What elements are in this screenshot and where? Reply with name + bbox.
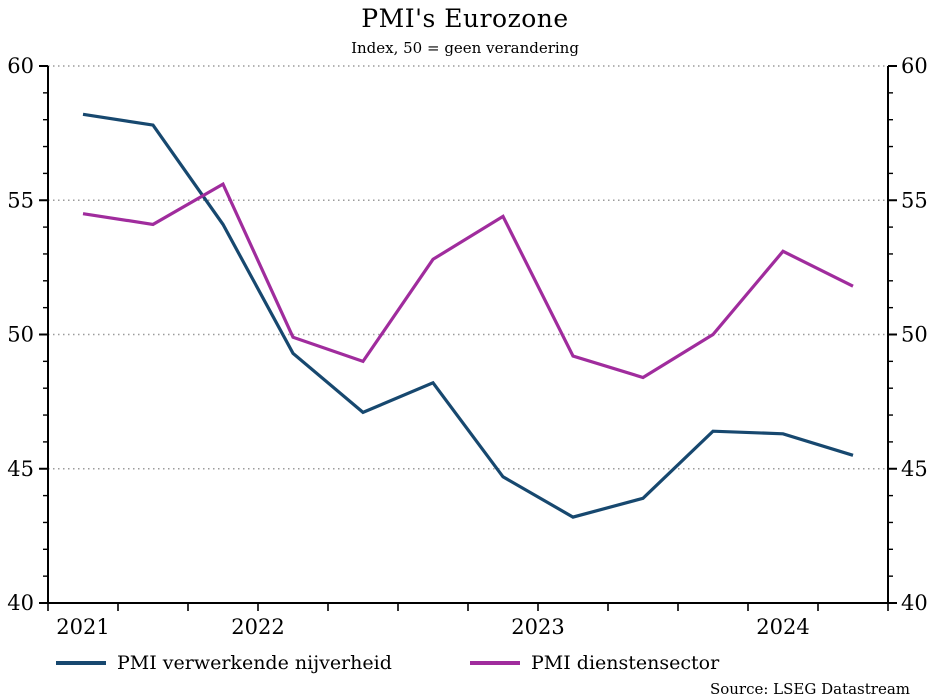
y-axis-label-left-45: 45 <box>7 457 34 481</box>
legend-item-manufacturing: PMI verwerkende nijverheid <box>56 651 392 675</box>
y-axis-label-right-40: 40 <box>901 591 928 615</box>
legend-line-manufacturing-icon <box>56 661 106 665</box>
y-axis-label-right-60: 60 <box>901 54 928 78</box>
legend-item-services: PMI dienstensector <box>470 651 719 675</box>
y-axis-label-left-55: 55 <box>7 188 34 212</box>
x-axis-label-2021: 2021 <box>56 615 109 639</box>
y-axis-label-right-45: 45 <box>901 457 928 481</box>
x-axis-label-2024: 2024 <box>756 615 809 639</box>
series-line-services <box>82 181 854 380</box>
legend-line-services-icon <box>470 661 520 665</box>
y-axis-label-right-50: 50 <box>901 323 928 347</box>
chart-subtitle: Index, 50 = geen verandering <box>351 39 579 57</box>
y-axis-label-right-55: 55 <box>901 188 928 212</box>
x-axis-label-2023: 2023 <box>511 615 564 639</box>
series-line-manufacturing <box>82 112 854 519</box>
y-axis-label-left-40: 40 <box>7 591 34 615</box>
y-axis-label-left-60: 60 <box>7 54 34 78</box>
legend-label-manufacturing: PMI verwerkende nijverheid <box>117 652 392 674</box>
source-credit: Source: LSEG Datastream <box>709 680 910 698</box>
legend-label-services: PMI dienstensector <box>531 652 720 674</box>
y-axis-label-left-50: 50 <box>7 323 34 347</box>
x-axis-label-2022: 2022 <box>231 615 284 639</box>
chart-title: PMI's Eurozone <box>361 4 569 33</box>
